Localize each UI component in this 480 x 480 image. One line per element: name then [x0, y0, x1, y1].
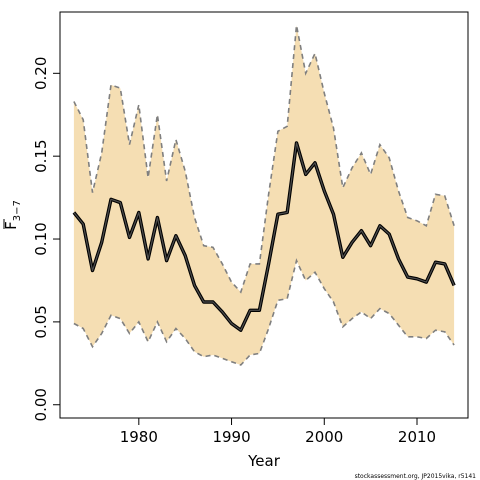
- y-tick-label: 0.20: [32, 57, 50, 90]
- estimate-line: [73, 142, 455, 331]
- y-axis-title-subscript: 3−7: [12, 200, 23, 221]
- y-tick-label: 0.15: [32, 139, 50, 172]
- y-tick-label: 0.05: [32, 305, 50, 338]
- footnote: stockassessment.org, JP2015vika, r5141: [355, 473, 477, 480]
- x-tick-label: 1980: [120, 428, 158, 446]
- x-axis-title: Year: [247, 452, 281, 470]
- y-axis-title: F3−7: [2, 200, 23, 230]
- x-axis: 1980 1990 2000 2010: [120, 418, 436, 446]
- y-tick-label: 0.10: [32, 222, 50, 255]
- x-tick-label: 1990: [212, 428, 250, 446]
- svg-text:F3−7: F3−7: [2, 200, 23, 230]
- y-tick-label: 0.00: [32, 388, 50, 421]
- y-axis: 0.00 0.05 0.10 0.15 0.20: [32, 57, 60, 421]
- plot-frame: [59, 11, 469, 419]
- confidence-band: [73, 25, 455, 366]
- x-tick-label: 2010: [398, 428, 436, 446]
- upper-bound-line: [73, 25, 455, 294]
- y-axis-title-main: F: [2, 221, 20, 230]
- lower-bound-line: [73, 258, 455, 366]
- x-tick-label: 2000: [305, 428, 343, 446]
